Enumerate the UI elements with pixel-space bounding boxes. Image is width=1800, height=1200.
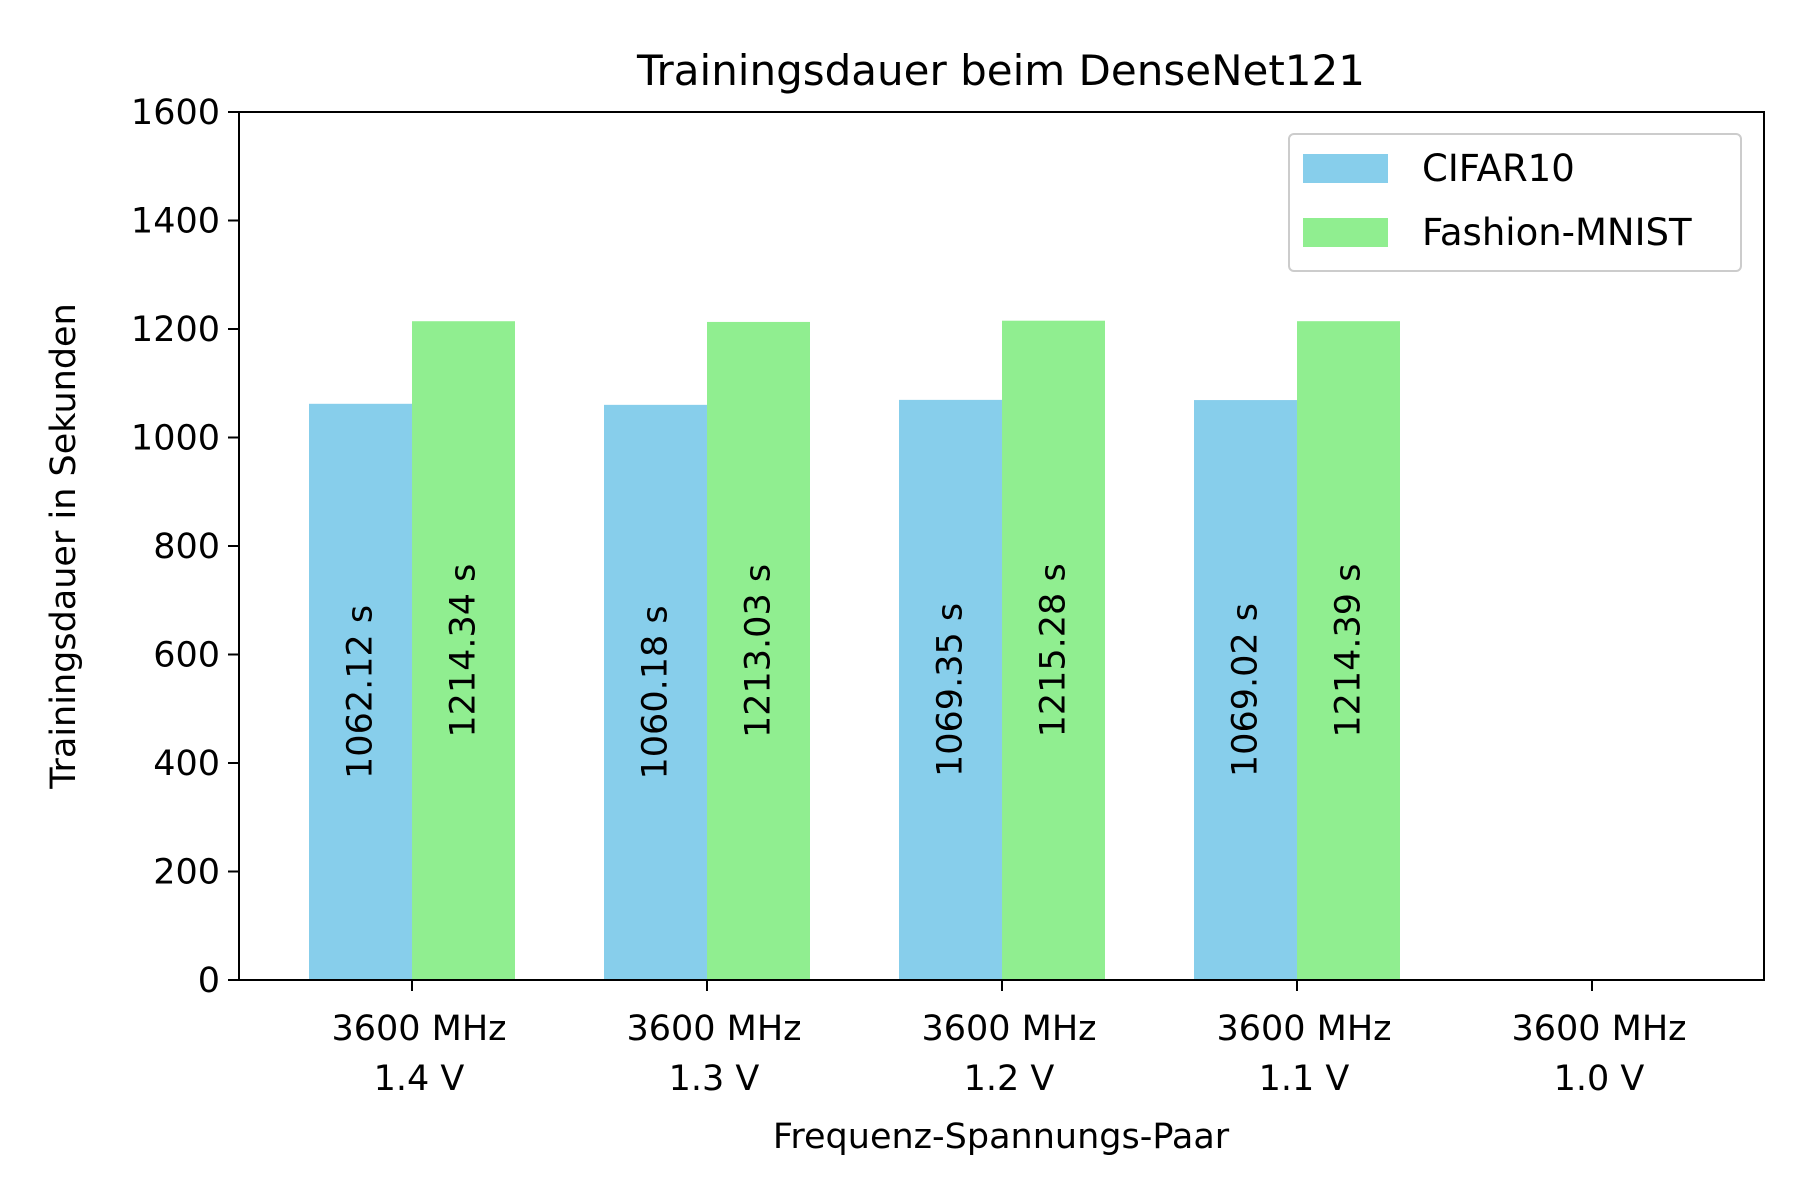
legend-label-fashion-mnist: Fashion-MNIST xyxy=(1422,211,1692,254)
y-tick-label: 1000 xyxy=(131,419,220,459)
bar-fashion-mnist-0 xyxy=(412,321,515,980)
bar-value-label-fashion-mnist-1: 1213.03 s xyxy=(739,564,779,738)
x-tick-label: 3600 MHz 1.3 V xyxy=(626,1009,801,1099)
legend-swatch-fashion-mnist xyxy=(1303,218,1388,247)
bars xyxy=(309,320,1400,981)
x-axis: 3600 MHz 1.4 V 3600 MHz 1.3 V 3600 MHz 1.2 V 3… xyxy=(331,980,1687,1099)
y-tick-label: 0 xyxy=(198,961,220,1001)
x-tick-label: 3600 MHz 1.1 V xyxy=(1216,1009,1391,1099)
bar-value-label-fashion-mnist-0: 1214.34 s xyxy=(444,564,484,738)
bar-cifar10-1 xyxy=(604,404,707,980)
bar-fashion-mnist-2 xyxy=(1002,320,1105,981)
x-tick-label: 3600 MHz 1.4 V xyxy=(331,1009,506,1099)
y-tick-label: 800 xyxy=(153,527,220,567)
y-tick-label: 1400 xyxy=(131,202,220,242)
y-axis: 0 200 400 600 800 1000 1200 1400 1600 xyxy=(131,93,239,1001)
y-tick-label: 600 xyxy=(153,636,220,676)
y-tick-label: 400 xyxy=(153,744,220,784)
legend-label-cifar10: CIFAR10 xyxy=(1422,147,1575,190)
bar-value-label-cifar10-1: 1060.18 s xyxy=(636,605,676,779)
bar-cifar10-2 xyxy=(899,399,1002,980)
y-tick-label: 200 xyxy=(153,853,220,893)
bar-value-label-fashion-mnist-2: 1215.28 s xyxy=(1034,563,1074,737)
legend-box xyxy=(1288,133,1742,272)
legend-swatch-cifar10 xyxy=(1303,154,1388,183)
x-tick-label: 3600 MHz 1.0 V xyxy=(1511,1009,1686,1099)
bar-fashion-mnist-3 xyxy=(1297,321,1400,980)
bar-cifar10-3 xyxy=(1194,400,1297,980)
legend: CIFAR10 Fashion-MNIST xyxy=(1288,133,1742,272)
bar-value-label-fashion-mnist-3: 1214.39 s xyxy=(1329,564,1369,738)
y-tick-label: 1200 xyxy=(131,310,220,350)
bar-value-label-cifar10-3: 1069.02 s xyxy=(1226,603,1266,777)
y-tick-label: 1600 xyxy=(131,93,220,133)
bar-value-label-cifar10-0: 1062.12 s xyxy=(341,605,381,779)
bar-fashion-mnist-1 xyxy=(707,321,810,980)
bar-value-label-cifar10-2: 1069.35 s xyxy=(931,603,971,777)
x-tick-label: 3600 MHz 1.2 V xyxy=(921,1009,1096,1099)
bar-cifar10-0 xyxy=(309,403,412,980)
chart-title: Trainingsdauer beim DenseNet121 xyxy=(636,46,1365,95)
bar-labels: 1062.12 s 1060.18 s 1069.35 s 1069.02 s 1214… xyxy=(341,563,1369,779)
x-axis-label: Frequenz-Spannungs-Paar xyxy=(773,1117,1230,1157)
y-axis-label: Trainingsdauer in Sekunden xyxy=(44,303,84,790)
